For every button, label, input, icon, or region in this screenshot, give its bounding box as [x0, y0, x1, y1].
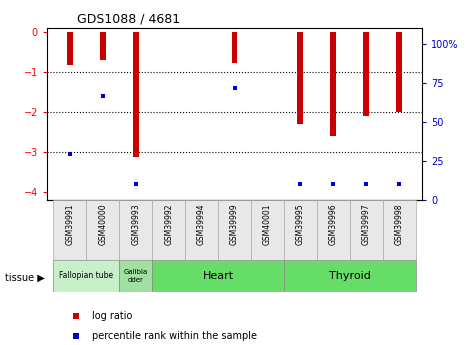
Bar [363, 32, 369, 116]
FancyBboxPatch shape [251, 200, 284, 260]
FancyBboxPatch shape [284, 260, 416, 292]
Bar [297, 32, 303, 124]
FancyBboxPatch shape [152, 200, 185, 260]
FancyBboxPatch shape [383, 200, 416, 260]
FancyBboxPatch shape [317, 200, 350, 260]
Bar [67, 32, 73, 65]
Text: Gallbla
dder: Gallbla dder [124, 269, 148, 283]
FancyBboxPatch shape [284, 200, 317, 260]
FancyBboxPatch shape [218, 200, 251, 260]
Text: GDS1088 / 4681: GDS1088 / 4681 [77, 12, 180, 25]
Bar [232, 32, 237, 63]
Text: GSM39991: GSM39991 [66, 203, 75, 245]
Text: Fallopian tube: Fallopian tube [60, 272, 113, 280]
Text: percentile rank within the sample: percentile rank within the sample [92, 331, 257, 341]
Bar [133, 32, 139, 157]
Text: GSM40001: GSM40001 [263, 203, 272, 245]
Text: GSM39992: GSM39992 [164, 203, 173, 245]
FancyBboxPatch shape [350, 200, 383, 260]
FancyBboxPatch shape [53, 260, 119, 292]
Text: log ratio: log ratio [92, 311, 133, 321]
Text: GSM39993: GSM39993 [131, 203, 140, 245]
Text: GSM39995: GSM39995 [296, 203, 305, 245]
FancyBboxPatch shape [185, 200, 218, 260]
Text: tissue ▶: tissue ▶ [5, 273, 45, 283]
Text: GSM39999: GSM39999 [230, 203, 239, 245]
FancyBboxPatch shape [53, 200, 86, 260]
FancyBboxPatch shape [152, 260, 284, 292]
FancyBboxPatch shape [119, 260, 152, 292]
Text: GSM39997: GSM39997 [362, 203, 371, 245]
FancyBboxPatch shape [119, 200, 152, 260]
Text: Heart: Heart [203, 271, 234, 281]
FancyBboxPatch shape [86, 200, 119, 260]
Text: Thyroid: Thyroid [329, 271, 371, 281]
Text: GSM40000: GSM40000 [98, 203, 107, 245]
Text: GSM39994: GSM39994 [197, 203, 206, 245]
Text: GSM39998: GSM39998 [394, 203, 403, 245]
Text: GSM39996: GSM39996 [329, 203, 338, 245]
Bar [330, 32, 336, 136]
Bar [100, 32, 106, 60]
Bar [396, 32, 402, 112]
